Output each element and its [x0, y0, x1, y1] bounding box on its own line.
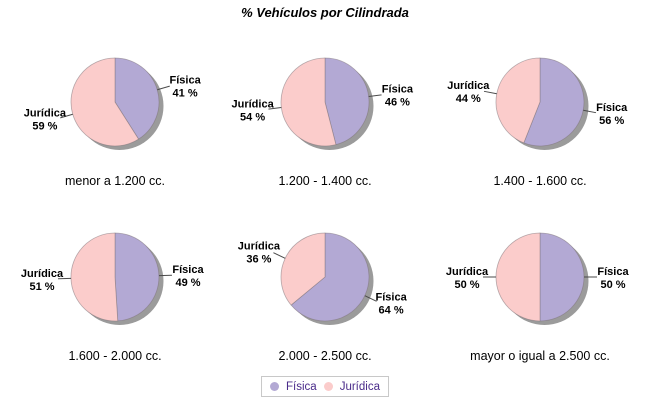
slice-label-juridica: Jurídica 54 % — [232, 99, 275, 124]
pie-chart-cell: Física 50 % Jurídica 50 % mayor o igual a 2… — [435, 220, 645, 388]
legend: Física Jurídica — [261, 376, 389, 397]
pie-slice-juridica — [280, 57, 337, 147]
pie-slice-juridica — [495, 232, 541, 322]
pie-slice-fisica — [290, 232, 370, 322]
slice-label-fisica: Física 49 % — [172, 264, 204, 289]
slice-leader-line — [368, 94, 382, 97]
pie-chart-menor-1200: Física 41 % Jurídica 59 % — [24, 57, 202, 150]
pie-chart-mayor-2500: Física 50 % Jurídica 50 % — [446, 232, 629, 325]
slice-label-juridica: Jurídica 44 % — [447, 80, 490, 105]
slice-label-fisica: Física 56 % — [596, 102, 628, 127]
slice-label-juridica: Jurídica 51 % — [21, 268, 64, 293]
category-label: 1.200 - 1.400 cc. — [278, 174, 372, 188]
pie-chart-2000-2500: Física 64 % Jurídica 36 % — [238, 232, 408, 325]
slice-label-juridica: Jurídica 59 % — [24, 108, 67, 133]
pie-chart-cell: Física 46 % Jurídica 54 % 1.200 - 1.400 cc. — [220, 45, 430, 213]
pie-chart-cell: Física 64 % Jurídica 36 % 2.000 - 2.500 cc. — [220, 220, 430, 388]
slice-label-fisica: Física 46 % — [382, 84, 414, 109]
pie-slice-juridica — [70, 232, 119, 322]
pie-slice-fisica — [523, 57, 585, 147]
pie-chart-cell: Física 41 % Jurídica 59 % menor a 1.200 cc. — [10, 45, 220, 213]
slice-leader-line — [273, 252, 286, 259]
pie-slice-juridica — [70, 57, 139, 147]
pie-slice-juridica — [495, 57, 541, 144]
pie-chart-1400-1600: Física 56 % Jurídica 44 % — [447, 57, 628, 150]
slice-label-fisica: Física 64 % — [376, 292, 408, 317]
legend-swatch-fisica-icon — [270, 382, 280, 391]
pie-slice-fisica — [114, 232, 160, 322]
chart-title: % Vehículos por Cilindrada — [241, 5, 409, 20]
legend-swatch-juridica-icon — [323, 382, 333, 391]
slice-leader-line — [583, 109, 597, 114]
category-label: 1.600 - 2.000 cc. — [68, 349, 162, 363]
slice-leader-line — [157, 85, 170, 91]
slice-label-fisica: Física 50 % — [597, 266, 629, 291]
pie-chart-1200-1400: Física 46 % Jurídica 54 % — [232, 57, 414, 150]
slice-label-juridica: Jurídica 50 % — [446, 266, 489, 291]
category-label: 1.400 - 1.600 cc. — [493, 174, 587, 188]
pie-chart-cell: Física 56 % Jurídica 44 % 1.400 - 1.600 cc. — [435, 45, 645, 213]
slice-leader-line — [483, 90, 497, 95]
slice-leader-line — [268, 107, 282, 110]
category-label: mayor o igual a 2.500 cc. — [470, 349, 610, 363]
slice-leader-line — [364, 295, 377, 302]
category-label: 2.000 - 2.500 cc. — [278, 349, 372, 363]
legend-label-juridica: Jurídica — [339, 380, 380, 393]
slice-label-fisica: Física 41 % — [170, 74, 202, 99]
slice-leader-line — [60, 113, 73, 119]
pie-chart-cell: Física 49 % Jurídica 51 % 1.600 - 2.000 cc. — [10, 220, 220, 388]
category-label: menor a 1.200 cc. — [64, 174, 166, 188]
pie-slice-juridica — [280, 232, 326, 306]
legend-label-fisica: Física — [286, 380, 317, 393]
pie-chart-1600-2000: Física 49 % Jurídica 51 % — [21, 232, 204, 325]
slice-label-juridica: Jurídica 36 % — [238, 241, 281, 266]
